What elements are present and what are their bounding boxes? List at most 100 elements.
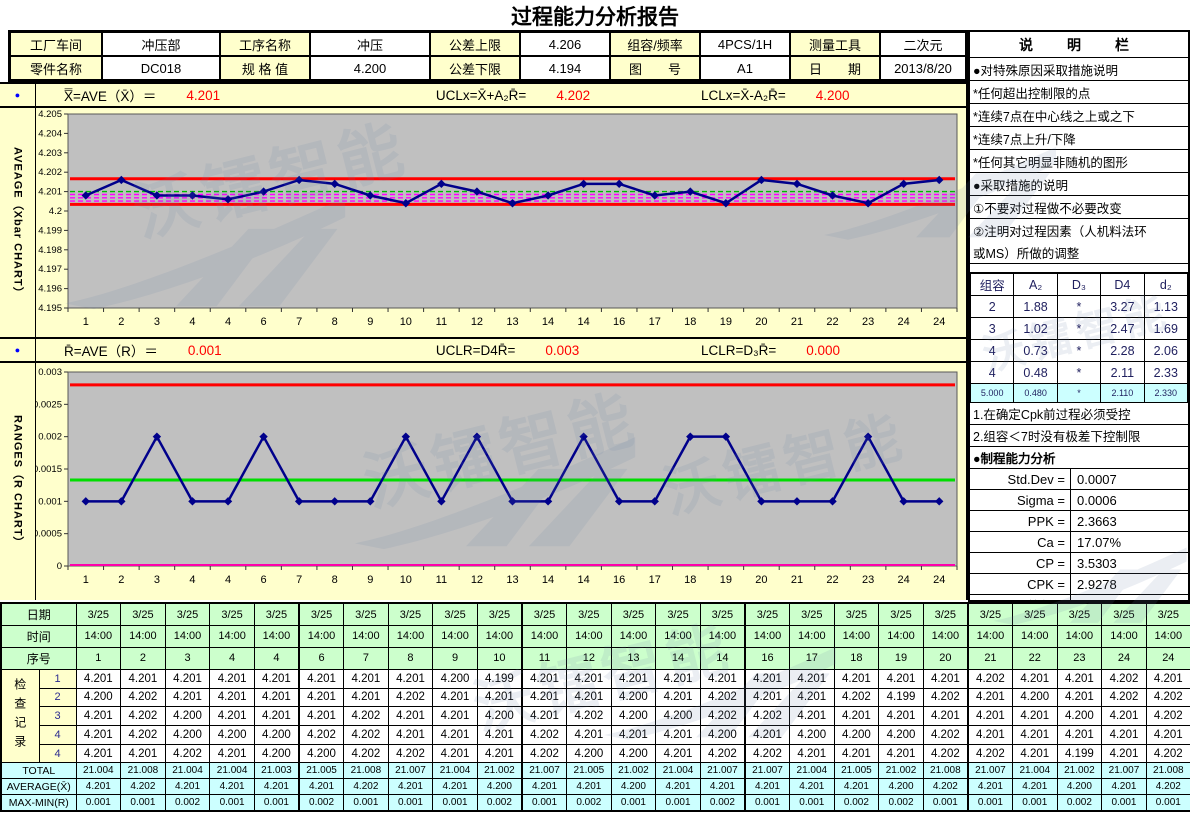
time-cell: 14:00: [476, 625, 523, 648]
svg-text:7: 7: [296, 316, 302, 328]
serial-row: 序号 1 2 3 4 4 6 7 8 9 10 11 12 13 14 14 16 17 18 19 20 21 22 23 2…: [0, 646, 1190, 670]
total-cell: 21.007: [1101, 762, 1147, 780]
capability-stat-value: 2.3663: [1077, 513, 1117, 529]
capability-stat-value: 3.5303: [1077, 555, 1117, 571]
check-value-cell: 4.201: [878, 743, 924, 764]
average-row: AVERAGE(X̄) 4.201 4.202 4.201 4.201 4.201 4.20…: [0, 778, 1190, 796]
measurement-data-table: 日期 3/25 3/25 3/25 3/25 3/25 3/25 3/25 3/25 3/25 3/…: [0, 602, 1190, 812]
svg-text:8: 8: [332, 574, 338, 586]
svg-text:0.003: 0.003: [38, 367, 62, 378]
xbar-chart-axis-title: AVEAGE（Xbar CHART）: [0, 108, 36, 337]
xbar-mean-formula: X̿=AVE（X̄）＝: [64, 89, 157, 104]
svg-text:0.0025: 0.0025: [36, 399, 62, 410]
serial-cell: 11: [520, 646, 568, 670]
total-cell: 21.002: [476, 762, 523, 780]
xbar-ucl-value: 4.202: [556, 87, 591, 103]
const-cell: 1.02: [1013, 317, 1058, 340]
check-value-cell: 4.201: [253, 668, 300, 689]
svg-text:23: 23: [862, 316, 874, 328]
const-cell: 3.27: [1100, 295, 1145, 318]
average-cell: 4.201: [75, 778, 122, 796]
date-cell: 3/25: [966, 602, 1013, 626]
total-cell: 21.004: [1011, 762, 1058, 780]
svg-text:8: 8: [332, 316, 338, 328]
check-value-cell: 4.202: [1101, 687, 1147, 708]
header-label-0-1: 工序名称: [220, 32, 310, 56]
svg-text:23: 23: [862, 574, 874, 586]
check-value-cell: 4.201: [387, 668, 434, 689]
svg-text:7: 7: [296, 574, 302, 586]
blue-dot-icon: ●: [14, 90, 21, 100]
const-header-row: 组容 A₂ D₃ D4 d₂: [969, 273, 1189, 296]
time-cell: 14:00: [520, 625, 568, 648]
check-value-cell: 4.201: [966, 687, 1013, 708]
check-value-cell: 4.201: [75, 706, 122, 726]
check-value-cell: 4.201: [432, 706, 478, 726]
header-value-0-1: 冲压: [310, 32, 430, 56]
check-value-cell: 4.202: [343, 724, 389, 745]
check-value-cell: 4.201: [1056, 668, 1103, 689]
check-value-cell: 4.199: [1056, 743, 1103, 764]
svg-text:22: 22: [826, 574, 838, 586]
maxmin-cell: 0.001: [966, 794, 1013, 812]
time-cell: 14:00: [833, 625, 880, 648]
header-value-1-0: DC018: [102, 56, 220, 80]
const-cell: *: [1056, 361, 1102, 384]
time-cell: 14:00: [1101, 625, 1147, 648]
capability-stat-value: 0.0007: [1077, 471, 1117, 487]
header-value-0-4: 二次元: [880, 32, 966, 56]
maxmin-cell: 0.001: [922, 794, 969, 812]
check-value-cell: 4.201: [343, 687, 389, 708]
check-value-cell: 4.202: [966, 668, 1013, 689]
const-cell: 2.33: [1143, 361, 1189, 384]
average-cell: 4.202: [1145, 778, 1190, 796]
check-value-cell: 4.202: [1145, 706, 1190, 726]
svg-text:18: 18: [684, 574, 696, 586]
date-cell: 3/25: [253, 602, 300, 626]
const-cell: 2.06: [1143, 339, 1189, 362]
average-cell: 4.201: [1101, 778, 1147, 796]
svg-text:21: 21: [791, 574, 803, 586]
check-value-cell: 4.202: [566, 706, 612, 726]
total-cell: 21.008: [922, 762, 969, 780]
header-value-0-2: 4.206: [520, 32, 610, 56]
total-cell: 21.004: [209, 762, 255, 780]
check-value-cell: 4.201: [387, 706, 434, 726]
check-value-cell: 4.200: [432, 668, 478, 689]
check-value-cell: 4.202: [343, 706, 389, 726]
check-value-cell: 4.200: [610, 687, 657, 708]
report-header-table: 工厂车间 冲压部 工序名称 冲压 公差上限 4.206 组容/频率 4PCS/1H 测量工具 二次…: [8, 30, 968, 82]
const-row: 4 0.73 * 2.28 2.06: [969, 339, 1189, 362]
time-cell: 14:00: [253, 625, 300, 648]
check-value-cell: 4.201: [655, 668, 701, 689]
time-cell: 14:00: [387, 625, 434, 648]
check-value-cell: 4.200: [164, 706, 211, 726]
check-value-cell: 4.201: [432, 687, 478, 708]
svg-text:14: 14: [542, 574, 554, 586]
date-cell: 3/25: [833, 602, 880, 626]
const-cell: 0.73: [1013, 339, 1058, 362]
check-value-cell: 4.202: [922, 687, 969, 708]
const-cell: *: [1056, 383, 1102, 403]
serial-cell: 4: [253, 646, 300, 670]
serial-cell: 4: [209, 646, 255, 670]
check-value-cell: 4.200: [253, 743, 300, 764]
maxmin-cell: 0.002: [297, 794, 345, 812]
time-cell: 14:00: [743, 625, 791, 648]
sidebar-spacer: [970, 264, 1188, 273]
serial-cell: 22: [1011, 646, 1058, 670]
maxmin-cell: 0.001: [120, 794, 166, 812]
svg-text:12: 12: [471, 316, 483, 328]
time-cell: 14:00: [1145, 625, 1190, 648]
check-value-cell: 4.201: [610, 668, 657, 689]
r-chart: 0.0030.00250.0020.00150.0010.00050123446…: [36, 363, 967, 600]
check-value-cell: 4.202: [387, 743, 434, 764]
check-value-cell: 4.202: [922, 724, 969, 745]
svg-text:24: 24: [933, 574, 945, 586]
svg-text:4.203: 4.203: [38, 148, 62, 159]
const-cell: 2.11: [1100, 361, 1145, 384]
const-header-cell: A₂: [1013, 273, 1058, 296]
const-row: 3 1.02 * 2.47 1.69: [969, 317, 1189, 340]
total-cell: 21.004: [432, 762, 478, 780]
xbar-chart-block: AVEAGE（Xbar CHART） 4.205 4.204 4.203 4.202 4…: [0, 108, 968, 337]
